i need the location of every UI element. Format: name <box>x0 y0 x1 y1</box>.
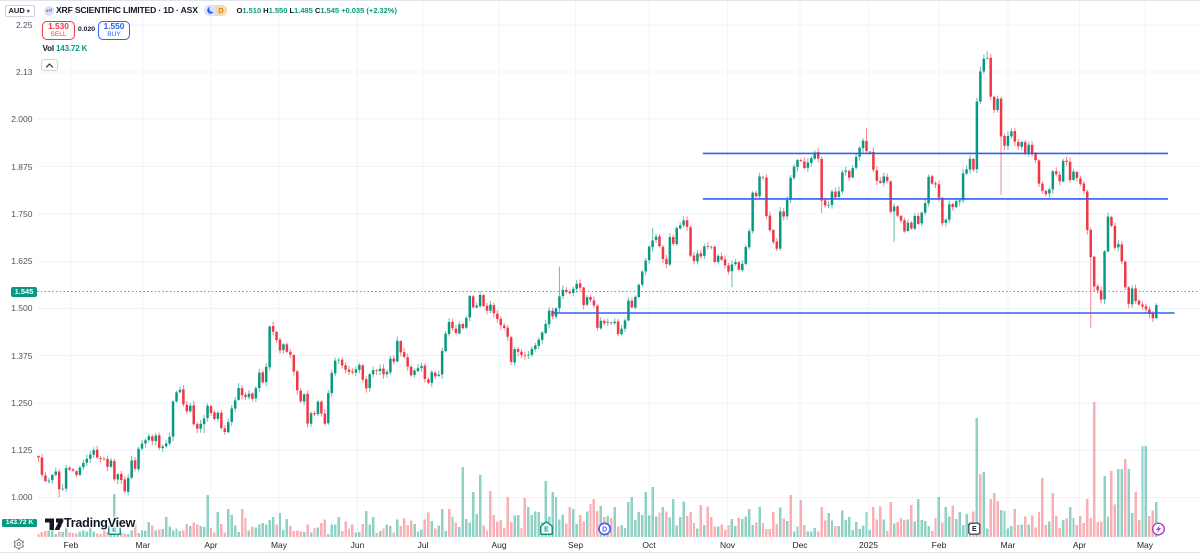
svg-text:E: E <box>544 527 549 534</box>
svg-text:E: E <box>112 527 117 534</box>
svg-text:E: E <box>972 526 977 533</box>
svg-text:D: D <box>602 526 607 533</box>
